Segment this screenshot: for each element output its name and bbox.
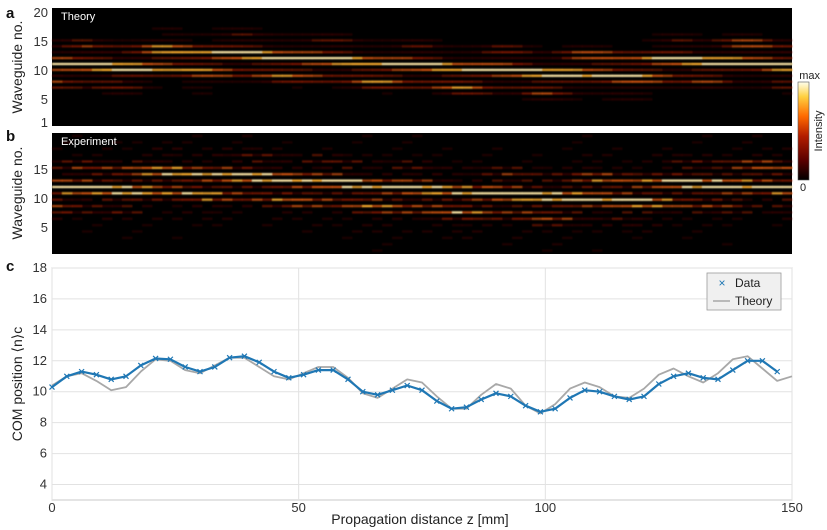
data-point [123, 373, 129, 380]
y-tick-8: 8 [40, 415, 47, 430]
data-point [63, 373, 70, 380]
panel-a-ytick-1: 1 [41, 115, 48, 130]
data-point [108, 376, 115, 383]
com-ylabel: COM position ⟨n⟩c [9, 327, 25, 441]
y-tick-4: 4 [40, 477, 47, 492]
data-point [685, 370, 692, 377]
panel-b-ytick-10: 10 [34, 191, 48, 206]
com-plot-area [51, 267, 793, 501]
data-point [182, 364, 189, 370]
colorbar-max-label: max [799, 70, 820, 82]
data-point [537, 408, 544, 415]
data-point [167, 356, 174, 363]
x-tick-0: 0 [48, 500, 55, 515]
data-point [552, 405, 559, 412]
panel-b-ytick-15: 15 [34, 162, 48, 177]
x-tick-150: 150 [781, 500, 803, 515]
data-point [596, 388, 603, 395]
y-tick-12: 12 [33, 353, 47, 368]
panel-a-ylabel: Waveguide no. [9, 21, 25, 114]
data-point [774, 368, 781, 375]
legend: × Data Theory [706, 272, 782, 311]
legend-theory-label: Theory [735, 294, 772, 308]
data-point [567, 394, 573, 401]
panel-b-letter: b [6, 128, 15, 145]
colorbar-min-label: 0 [800, 182, 806, 194]
legend-data-label: Data [735, 276, 761, 290]
data-point [197, 368, 203, 375]
data-point [78, 368, 85, 375]
data-point [152, 355, 159, 362]
panel-a-ytick-15: 15 [34, 34, 48, 49]
data-point [330, 367, 337, 374]
y-tick-18: 18 [33, 260, 47, 275]
y-tick-16: 16 [33, 291, 47, 306]
x-tick-100: 100 [534, 500, 556, 515]
colorbar [797, 81, 810, 181]
data-point [271, 368, 277, 375]
data-point [448, 405, 455, 412]
data-point [93, 371, 100, 378]
data-point [478, 396, 485, 403]
theory-line [51, 355, 793, 415]
data-point [744, 357, 751, 364]
data-point [49, 384, 55, 391]
data-point [404, 382, 411, 389]
theory-inset-label: Theory [61, 11, 96, 23]
y-tick-14: 14 [33, 322, 47, 337]
panel-b-ylabel: Waveguide no. [9, 147, 25, 240]
com-xlabel: Propagation distance z [mm] [331, 511, 508, 527]
panel-c-letter: c [6, 258, 14, 275]
data-point [522, 402, 529, 409]
data-point [359, 388, 366, 395]
data-point [389, 387, 396, 394]
data-point [611, 393, 618, 400]
data-point [463, 404, 470, 411]
data-point [256, 359, 263, 366]
data-point [507, 393, 514, 400]
panel-b-ytick-5: 5 [41, 220, 48, 235]
data-point [137, 362, 144, 369]
data-point [670, 373, 677, 380]
data-point [641, 393, 647, 400]
data-point [626, 396, 633, 403]
data-point [581, 387, 588, 394]
experiment-beams [52, 134, 793, 252]
data-point [655, 381, 662, 387]
data-point [700, 374, 707, 381]
panel-a-letter: a [6, 5, 15, 22]
data-point [345, 376, 351, 383]
data-point [241, 353, 248, 360]
theory-heatmap [52, 8, 792, 126]
theory-beams [52, 27, 793, 101]
data-point [759, 357, 766, 364]
data-point [226, 354, 233, 361]
x-tick-50: 50 [291, 500, 305, 515]
data-point [729, 367, 736, 374]
data-point [433, 398, 440, 404]
data-point [285, 374, 292, 381]
data-point [300, 371, 307, 378]
com-plot-ticks: 0 50 100 150 4 6 8 10 12 14 16 18 [33, 260, 803, 515]
data-point [315, 367, 322, 374]
colorbar-title: Intensity [813, 110, 825, 151]
data-point [493, 390, 499, 397]
panel-a-ytick-20: 20 [34, 5, 48, 20]
experiment-inset-label: Experiment [61, 136, 117, 148]
y-tick-6: 6 [40, 446, 47, 461]
panel-a-ytick-10: 10 [34, 63, 48, 78]
data-point [419, 387, 425, 394]
data-point [211, 364, 218, 370]
data-point [374, 391, 381, 398]
com-plot-series [49, 353, 793, 415]
data-point [715, 376, 721, 383]
y-tick-10: 10 [33, 384, 47, 399]
legend-data-marker: × [718, 276, 725, 290]
panel-a-ytick-5: 5 [41, 92, 48, 107]
